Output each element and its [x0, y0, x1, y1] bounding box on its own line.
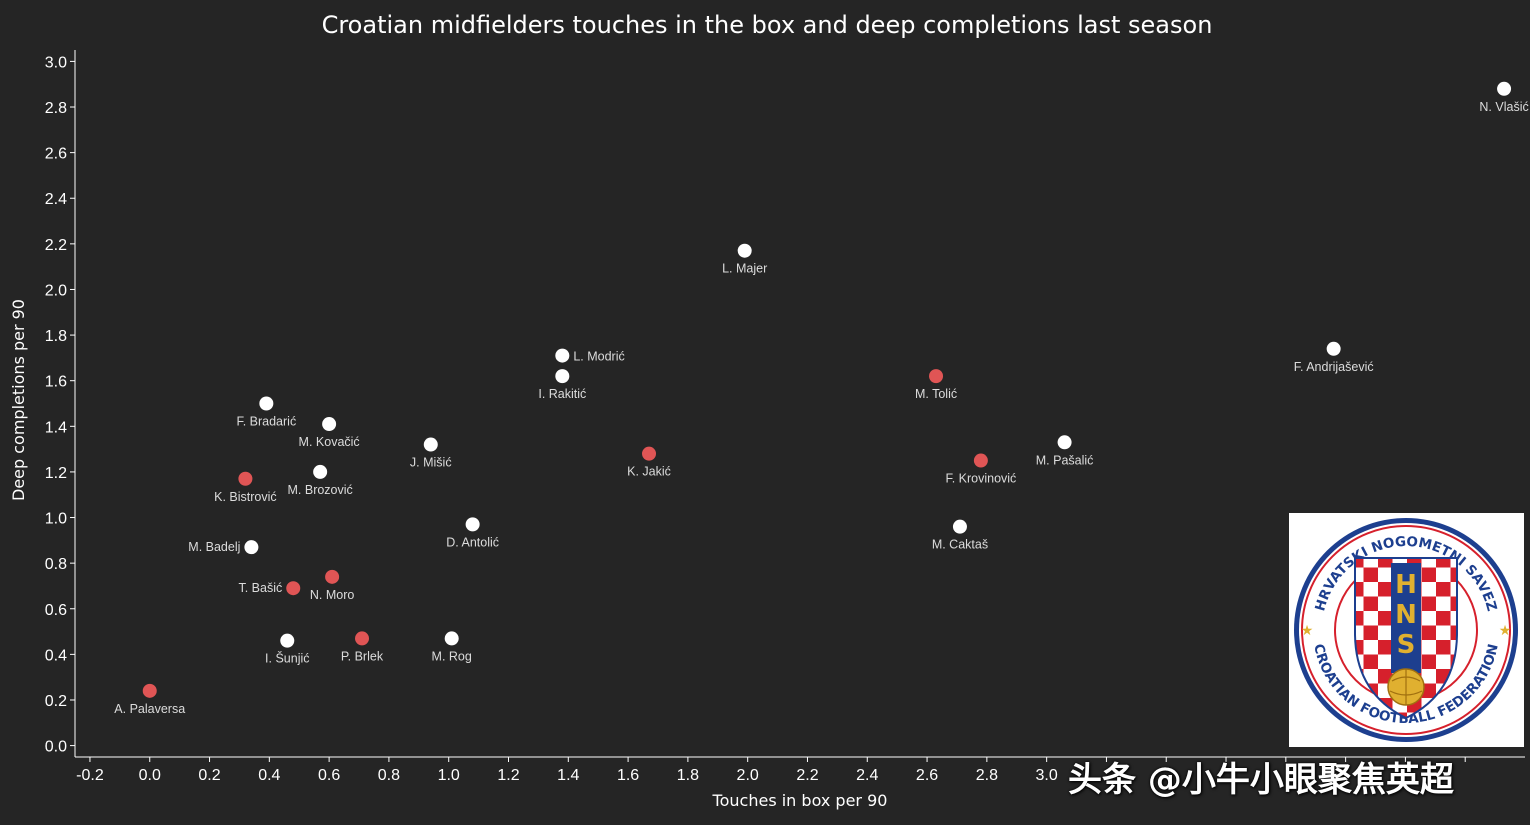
data-point-label: M. Rog: [432, 649, 472, 663]
data-points: N. Vlašić L. Majer F. Andrijašević L. Modri…: [114, 81, 1529, 716]
data-point-label: L. Majer: [722, 262, 767, 276]
data-point-label: M. Badelj: [188, 540, 240, 554]
data-point-label: M. Brozović: [288, 483, 353, 497]
y-tick-label: 1.4: [45, 419, 67, 436]
data-point: [1326, 341, 1341, 356]
data-point-label: K. Bistrović: [214, 490, 277, 504]
y-tick-label: 1.0: [45, 511, 67, 528]
x-tick-label: 1.8: [677, 767, 699, 784]
data-point-label: F. Krovinović: [945, 472, 1016, 486]
data-point-label: F. Andrijašević: [1294, 360, 1374, 374]
data-point-label: N. Vlašić: [1479, 100, 1528, 114]
data-point-label: M. Tolić: [915, 387, 957, 401]
data-point-label: F. Bradarić: [236, 415, 296, 429]
x-tick-label: 2.0: [737, 767, 759, 784]
data-point: [322, 417, 337, 432]
data-point-label: J. Mišić: [410, 456, 452, 470]
data-point-label: D. Antolić: [446, 535, 499, 549]
data-point: [929, 369, 944, 384]
y-axis-ticks: 0.0 0.2 0.4 0.6 0.8 1.0 1.2 1.4 1.6 1.8 2.0 2.2 2.4 2…: [45, 54, 75, 756]
data-point: [642, 446, 657, 461]
star-right-icon: ★: [1499, 623, 1512, 639]
data-point: [465, 517, 480, 532]
x-tick-label: 3.0: [1036, 767, 1058, 784]
data-point-label: L. Modrić: [573, 350, 624, 364]
y-tick-label: 1.2: [45, 465, 67, 482]
x-tick-label: 1.2: [497, 767, 519, 784]
data-point-label: M. Pašalić: [1036, 453, 1094, 467]
y-tick-label: 0.8: [45, 556, 67, 573]
y-tick-label: 0.0: [45, 739, 67, 756]
data-point: [280, 633, 295, 648]
x-tick-label: -0.2: [76, 767, 104, 784]
data-point: [313, 464, 328, 479]
data-point: [259, 396, 274, 411]
data-point: [1497, 81, 1512, 96]
data-point-label: M. Caktaš: [932, 538, 988, 552]
y-tick-label: 2.8: [45, 100, 67, 117]
croatian-football-federation-logo: HRVATSKI NOGOMETNI SAVEZ CROATIAN FOOTBA…: [1289, 513, 1524, 747]
data-point-label: I. Rakitić: [538, 387, 586, 401]
y-axis-label: Deep completions per 90: [9, 299, 28, 501]
x-tick-label: 1.6: [617, 767, 639, 784]
x-tick-label: 2.4: [856, 767, 878, 784]
data-point-label: K. Jakić: [627, 465, 671, 479]
x-tick-label: 2.6: [916, 767, 938, 784]
data-point-label: A. Palaversa: [114, 702, 185, 716]
watermark: 头条 @小牛小眼聚焦英超: [1068, 760, 1454, 800]
data-point-label: M. Kovačić: [299, 435, 360, 449]
y-tick-label: 2.0: [45, 282, 67, 299]
x-tick-label: 0.4: [258, 767, 280, 784]
x-tick-label: 2.2: [796, 767, 818, 784]
x-tick-label: 0.2: [198, 767, 220, 784]
y-tick-label: 0.4: [45, 647, 67, 664]
data-point: [952, 519, 967, 534]
y-tick-label: 0.6: [45, 602, 67, 619]
x-tick-label: 0.6: [318, 767, 340, 784]
x-axis-label: Touches in box per 90: [712, 791, 888, 810]
data-point: [555, 369, 570, 384]
data-point: [973, 453, 988, 468]
y-tick-label: 3.0: [45, 54, 67, 71]
y-tick-label: 1.8: [45, 328, 67, 345]
data-point-label: N. Moro: [310, 588, 355, 602]
y-tick-label: 2.4: [45, 191, 67, 208]
data-point: [444, 631, 459, 646]
data-point: [1057, 435, 1072, 450]
data-point: [142, 683, 157, 698]
x-tick-label: 1.4: [557, 767, 579, 784]
chart-title: Croatian midfielders touches in the box …: [322, 11, 1213, 39]
data-point-label: I. Šunjić: [265, 651, 309, 666]
data-point: [286, 581, 301, 596]
y-tick-label: 1.6: [45, 374, 67, 391]
y-tick-label: 0.2: [45, 693, 67, 710]
x-tick-label: 0.0: [139, 767, 161, 784]
x-tick-label: 2.8: [976, 767, 998, 784]
data-point-label: P. Brlek: [341, 649, 384, 663]
y-tick-label: 2.6: [45, 146, 67, 163]
data-point: [244, 540, 259, 555]
hns-crest-icon: HRVATSKI NOGOMETNI SAVEZ CROATIAN FOOTBA…: [1294, 518, 1518, 742]
data-point: [325, 569, 340, 584]
data-point: [737, 243, 752, 258]
data-point: [355, 631, 370, 646]
x-axis-ticks: -0.2 0.0 0.2 0.4 0.6 0.8 1.0 1.2 1.4 1.6 1.8 2.0 2.2…: [76, 757, 1466, 784]
data-point: [238, 471, 253, 486]
data-point: [555, 348, 570, 363]
x-tick-label: 0.8: [378, 767, 400, 784]
x-tick-label: 1.0: [438, 767, 460, 784]
data-point: [423, 437, 438, 452]
star-left-icon: ★: [1301, 623, 1314, 639]
data-point-label: T. Bašić: [238, 581, 282, 595]
y-tick-label: 2.2: [45, 237, 67, 254]
